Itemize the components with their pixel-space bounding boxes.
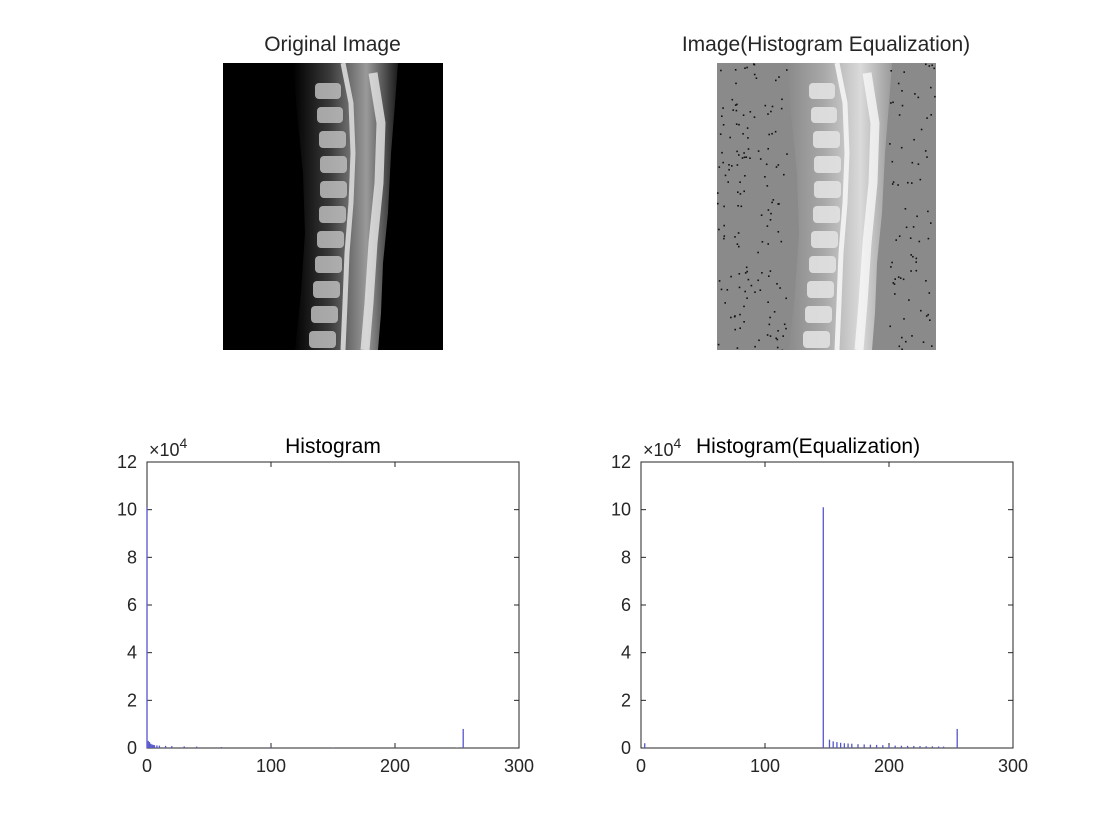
y-tick-label: 8 <box>621 547 631 567</box>
histogram-equalization-chart: Histogram(Equalization) ×104 0 2 4 6 8 10 12 0 100… <box>611 435 1028 776</box>
x-tick-label: 100 <box>750 756 780 776</box>
original-mri-image <box>223 63 443 350</box>
y-exponent-value: 4 <box>674 435 682 451</box>
y-tick-label: 2 <box>621 690 631 710</box>
chart-title: Histogram(Equalization) <box>696 435 920 458</box>
y-exponent-value: 4 <box>180 435 188 451</box>
y-tick-label: 4 <box>127 643 137 663</box>
y-tick-label: 0 <box>621 738 631 758</box>
x-tick-label: 300 <box>504 756 534 776</box>
y-tick-label: 12 <box>611 452 631 472</box>
chart-title: Histogram <box>285 435 381 458</box>
original-spine-drawing <box>293 63 398 350</box>
y-tick-label: 10 <box>611 500 631 520</box>
y-exponent-label: ×104 <box>643 435 682 460</box>
plot-area <box>146 461 520 749</box>
equalized-mri-image <box>717 63 936 350</box>
y-exponent-label: ×104 <box>149 435 188 460</box>
y-tick-label: 4 <box>621 643 631 663</box>
y-tick-label: 8 <box>127 547 137 567</box>
y-tick-label: 6 <box>621 595 631 615</box>
y-tick-label: 10 <box>117 500 137 520</box>
x-tick-label: 200 <box>380 756 410 776</box>
x-tick-label: 0 <box>636 756 646 776</box>
x-tick-label: 100 <box>256 756 286 776</box>
equalized-spine-drawing <box>717 63 936 350</box>
y-tick-label: 2 <box>127 690 137 710</box>
y-tick-label: 12 <box>117 452 137 472</box>
histogram-chart: Histogram ×104 0 2 4 6 8 10 12 0 100 200 300 <box>117 435 534 776</box>
x-tick-label: 200 <box>874 756 904 776</box>
equalized-image-title: Image(Histogram Equalization) <box>681 33 971 56</box>
y-tick-label: 6 <box>127 595 137 615</box>
original-image-title: Original Image <box>264 33 401 56</box>
x-tick-label: 0 <box>142 756 152 776</box>
x-tick-label: 300 <box>998 756 1028 776</box>
y-tick-label: 0 <box>127 738 137 758</box>
plot-area <box>640 461 1014 749</box>
